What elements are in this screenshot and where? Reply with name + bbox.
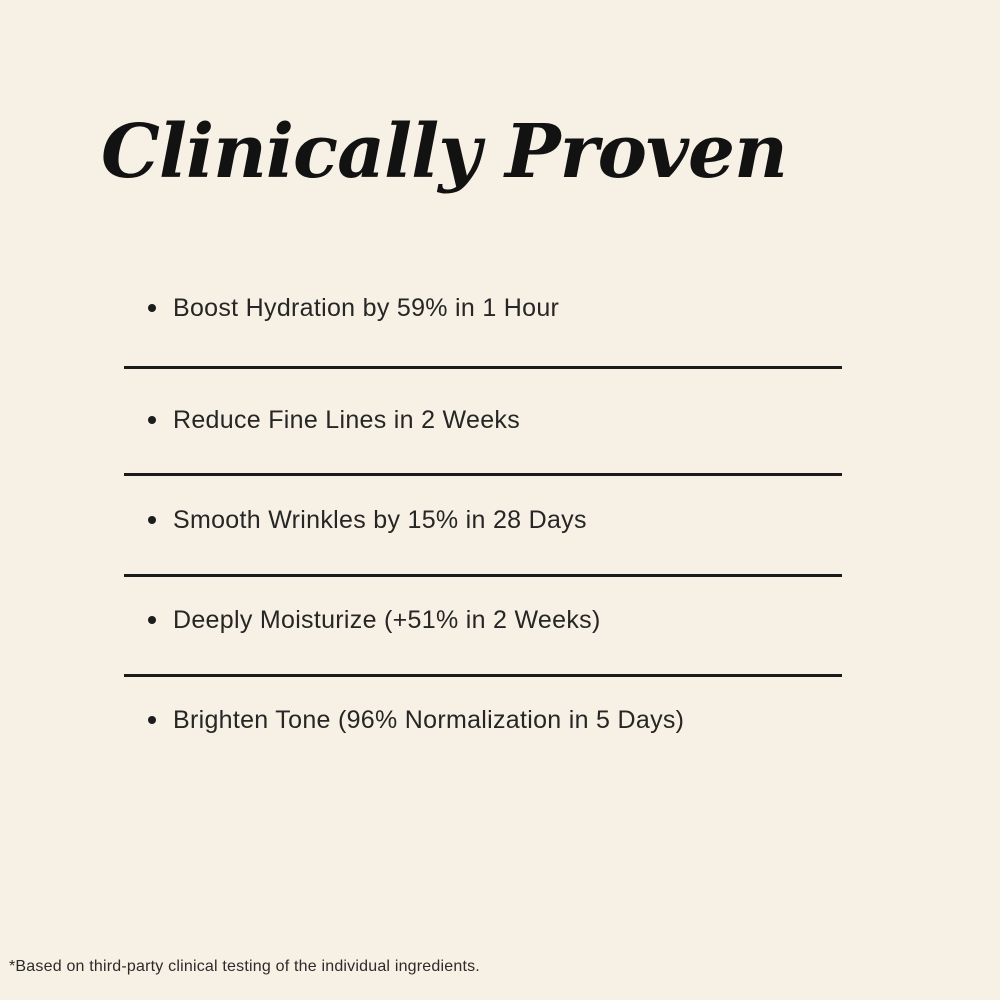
- divider-line: [124, 366, 842, 369]
- claim-text-brighten: Brighten Tone (96% Normalization in 5 Da…: [173, 705, 685, 734]
- footnote-disclaimer: *Based on third-party clinical testing o…: [9, 958, 480, 975]
- bullet-icon: [148, 616, 156, 624]
- divider-line: [124, 574, 842, 577]
- bullet-icon: [148, 516, 156, 524]
- claim-item: Brighten Tone (96% Normalization in 5 Da…: [148, 703, 684, 737]
- divider-line: [124, 674, 842, 677]
- page-title: Clinically Proven: [101, 108, 788, 195]
- claim-text-hydration: Boost Hydration by 59% in 1 Hour: [173, 293, 560, 322]
- claim-text-fine-lines: Reduce Fine Lines in 2 Weeks: [173, 405, 521, 434]
- claim-text-wrinkles: Smooth Wrinkles by 15% in 28 Days: [173, 505, 587, 534]
- claim-item: Boost Hydration by 59% in 1 Hour: [148, 291, 559, 325]
- bullet-icon: [148, 416, 156, 424]
- bullet-icon: [148, 304, 156, 312]
- divider-line: [124, 473, 842, 476]
- claim-text-moisturize: Deeply Moisturize (+51% in 2 Weeks): [173, 605, 601, 634]
- bullet-icon: [148, 716, 156, 724]
- claim-item: Smooth Wrinkles by 15% in 28 Days: [148, 503, 587, 537]
- claim-item: Reduce Fine Lines in 2 Weeks: [148, 403, 520, 437]
- claim-item: Deeply Moisturize (+51% in 2 Weeks): [148, 603, 601, 637]
